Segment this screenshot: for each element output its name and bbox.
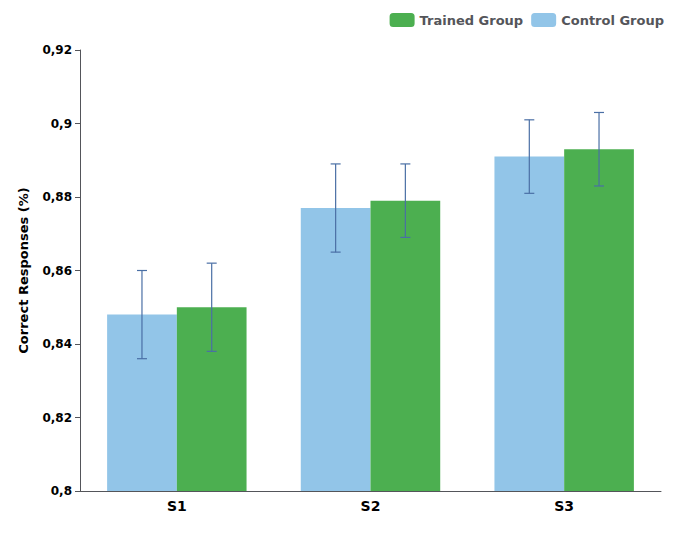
svg-text:Trained Group: Trained Group xyxy=(420,13,524,28)
svg-text:0,86: 0,86 xyxy=(42,264,72,278)
svg-text:0,9: 0,9 xyxy=(51,117,72,131)
svg-text:Control Group: Control Group xyxy=(561,13,664,28)
svg-text:S1: S1 xyxy=(167,498,187,514)
svg-text:S3: S3 xyxy=(554,498,574,514)
svg-text:0,8: 0,8 xyxy=(51,484,72,498)
svg-text:0,84: 0,84 xyxy=(42,337,72,351)
svg-text:0,88: 0,88 xyxy=(42,190,72,204)
svg-text:S2: S2 xyxy=(361,498,381,514)
svg-text:0,92: 0,92 xyxy=(42,43,72,57)
svg-text:0,82: 0,82 xyxy=(42,411,72,425)
svg-text:Correct Responses (%): Correct Responses (%) xyxy=(16,187,31,353)
